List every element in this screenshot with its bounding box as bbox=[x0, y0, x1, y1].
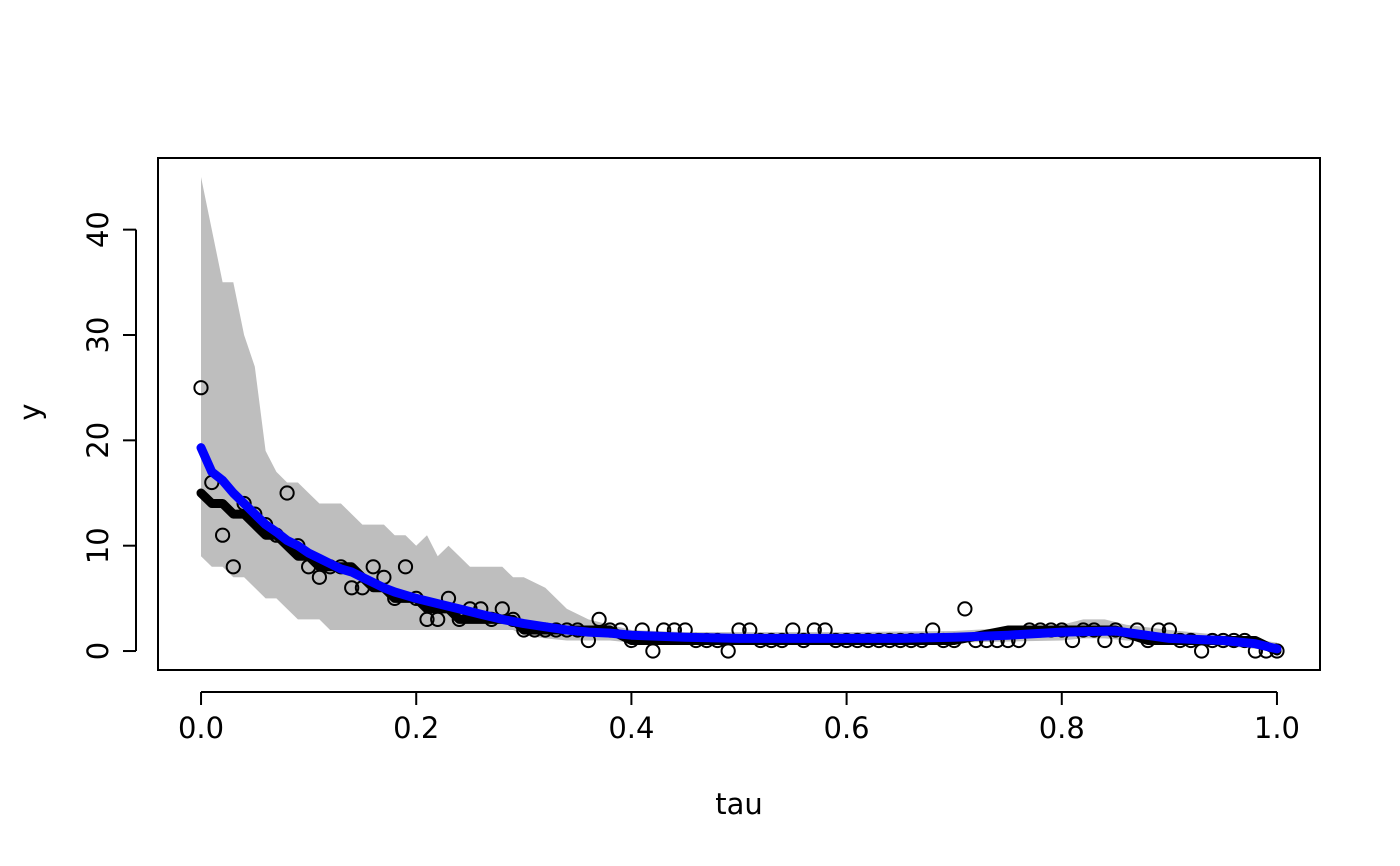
blue-series-line bbox=[196, 443, 1282, 654]
x-axis-label: tau bbox=[715, 787, 763, 821]
y-tick-label: 30 bbox=[81, 317, 115, 354]
data-point bbox=[193, 380, 209, 396]
y-tick-label: 40 bbox=[81, 211, 115, 248]
data-point bbox=[225, 559, 241, 575]
x-tick-label: 1.0 bbox=[1254, 711, 1300, 745]
x-tick-label: 0.6 bbox=[824, 711, 870, 745]
plot-frame bbox=[157, 157, 1321, 671]
x-tick-label: 0.8 bbox=[1039, 711, 1085, 745]
data-point bbox=[344, 580, 360, 596]
data-point bbox=[365, 559, 381, 575]
data-point bbox=[645, 643, 661, 659]
data-point bbox=[1194, 643, 1210, 659]
data-point bbox=[301, 559, 317, 575]
data-point bbox=[430, 611, 446, 628]
data-point bbox=[215, 527, 231, 543]
y-tick-label: 10 bbox=[81, 527, 115, 564]
data-point bbox=[957, 601, 973, 617]
data-point bbox=[247, 506, 263, 522]
data-point bbox=[311, 569, 327, 585]
data-point bbox=[419, 611, 435, 628]
plot-area bbox=[193, 177, 1285, 659]
x-tick-label: 0.2 bbox=[393, 711, 439, 745]
y-axis: 0 10 20 30 40 bbox=[81, 211, 137, 660]
data-point bbox=[236, 495, 252, 512]
data-point bbox=[720, 643, 736, 659]
confidence-band bbox=[201, 177, 1277, 651]
x-tick-label: 0.4 bbox=[608, 711, 654, 745]
x-axis: 0.0 0.2 0.4 0.6 0.8 1.0 bbox=[178, 691, 1300, 745]
y-tick-label: 20 bbox=[81, 422, 115, 459]
y-tick-label: 0 bbox=[81, 642, 115, 660]
data-point bbox=[397, 559, 414, 575]
x-tick-label: 0.0 bbox=[178, 711, 224, 745]
y-axis-label: y bbox=[13, 403, 47, 420]
data-point bbox=[591, 611, 607, 628]
data-point bbox=[279, 485, 295, 501]
